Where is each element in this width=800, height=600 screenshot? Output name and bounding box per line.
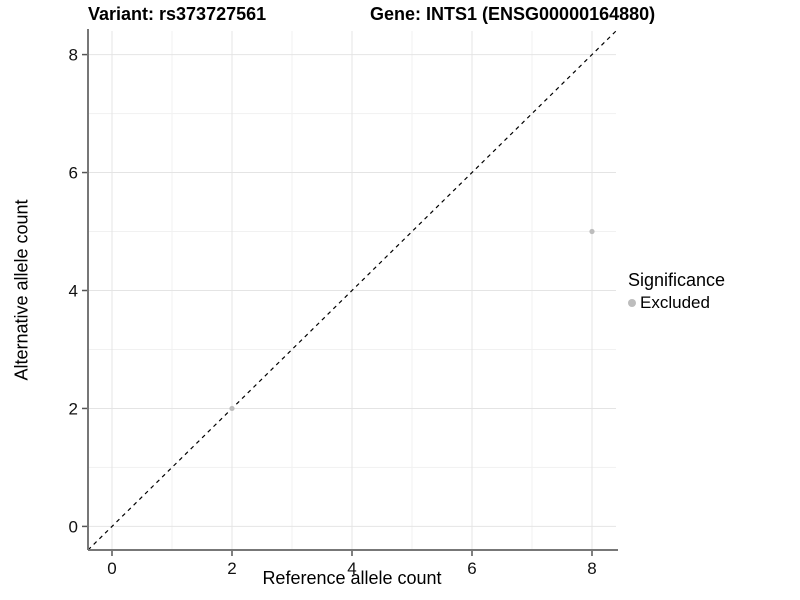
y-tick-label: 6 — [69, 164, 78, 183]
legend-item-label: Excluded — [640, 293, 710, 312]
data-point — [589, 228, 595, 235]
y-axis-title: Alternative allele count — [11, 199, 32, 381]
y-tick-label: 8 — [69, 46, 78, 65]
y-tick-label: 0 — [69, 517, 78, 536]
legend-item-excluded: Excluded — [628, 293, 725, 313]
legend: Significance Excluded — [628, 270, 725, 313]
legend-title: Significance — [628, 270, 726, 290]
x-tick-label: 6 — [467, 559, 476, 578]
legend-key-dot-icon — [628, 299, 636, 307]
gene-title: Gene: INTS1 (ENSG00000164880) — [370, 4, 656, 24]
identity-line — [87, 30, 617, 551]
variant-title: Variant: rs373727561 — [88, 4, 267, 24]
x-tick-label: 2 — [227, 559, 236, 578]
y-tick-label: 2 — [69, 399, 78, 418]
x-tick-label: 0 — [107, 559, 116, 578]
x-tick-label: 4 — [347, 559, 356, 578]
x-tick-label: 8 — [587, 559, 596, 578]
data-point — [229, 405, 235, 412]
y-tick-label: 4 — [69, 282, 78, 301]
x-axis-title: Reference allele count — [262, 568, 442, 588]
